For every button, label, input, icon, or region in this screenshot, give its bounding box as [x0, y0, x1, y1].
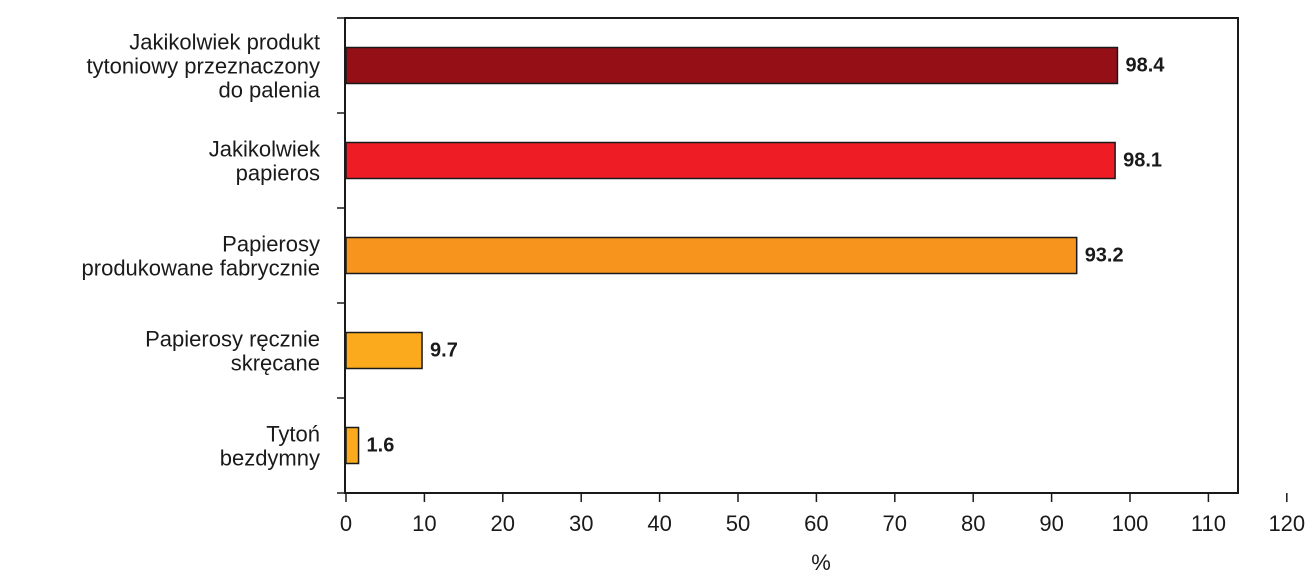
category-label: Jakikolwiek produkt tytoniowy przeznaczon… — [86, 30, 320, 103]
category-label: Tytoń bezdymny — [220, 422, 320, 471]
x-tick-label: 0 — [340, 511, 352, 536]
category-label-line: Papierosy — [222, 232, 320, 257]
value-label: 98.4 — [1125, 55, 1165, 77]
category-label-line: skręcane — [231, 351, 320, 376]
category-label-line: papieros — [236, 161, 320, 186]
x-tick-label: 100 — [1112, 511, 1149, 536]
x-axis-ticks — [345, 493, 1288, 502]
x-axis-tick-labels: 0 10 20 30 40 50 60 70 80 90 100 110 120 — [340, 511, 1305, 536]
category-label: Jakikolwiek papieros — [209, 137, 321, 186]
value-label: 98.1 — [1123, 150, 1162, 172]
x-tick-label: 90 — [1039, 511, 1063, 536]
category-label-line: Papierosy ręcznie — [145, 327, 320, 352]
category-label-line: Tytoń — [266, 422, 320, 447]
category-label-line: do palenia — [218, 78, 320, 103]
category-label-line: produkowane fabrycznie — [82, 256, 320, 281]
bar — [345, 426, 360, 465]
y-axis-ticks — [337, 17, 345, 494]
x-tick-label: 70 — [883, 511, 907, 536]
category-label-line: Jakikolwiek produkt — [129, 30, 320, 55]
bar — [345, 331, 423, 370]
bar — [345, 141, 1116, 180]
x-tick-label: 80 — [961, 511, 985, 536]
category-label-line: bezdymny — [220, 446, 320, 471]
x-tick-label: 60 — [804, 511, 828, 536]
category-labels-group: Jakikolwiek produkt tytoniowy przeznaczon… — [82, 30, 321, 471]
x-tick-label: 10 — [412, 511, 436, 536]
x-tick-label: 120 — [1268, 511, 1305, 536]
x-tick-label: 50 — [726, 511, 750, 536]
x-tick-label: 40 — [647, 511, 671, 536]
bar — [345, 46, 1119, 85]
value-label: 1.6 — [367, 435, 395, 457]
category-label-line: Jakikolwiek — [209, 137, 321, 162]
category-label: Papierosy produkowane fabrycznie — [82, 232, 320, 281]
x-axis-title: % — [811, 550, 831, 575]
category-label-line: tytoniowy przeznaczony — [86, 54, 320, 79]
bars-group — [345, 46, 1119, 465]
value-label: 9.7 — [430, 340, 458, 362]
x-tick-label: 110 — [1191, 511, 1226, 536]
plot-frame — [344, 17, 1239, 494]
category-label: Papierosy ręcznie skręcane — [145, 327, 320, 376]
value-label: 93.2 — [1085, 245, 1124, 267]
value-labels-group: 98.4 98.1 93.2 9.7 1.6 — [367, 55, 1166, 457]
x-tick-label: 30 — [569, 511, 593, 536]
bar — [345, 236, 1078, 275]
x-tick-label: 20 — [491, 511, 515, 536]
